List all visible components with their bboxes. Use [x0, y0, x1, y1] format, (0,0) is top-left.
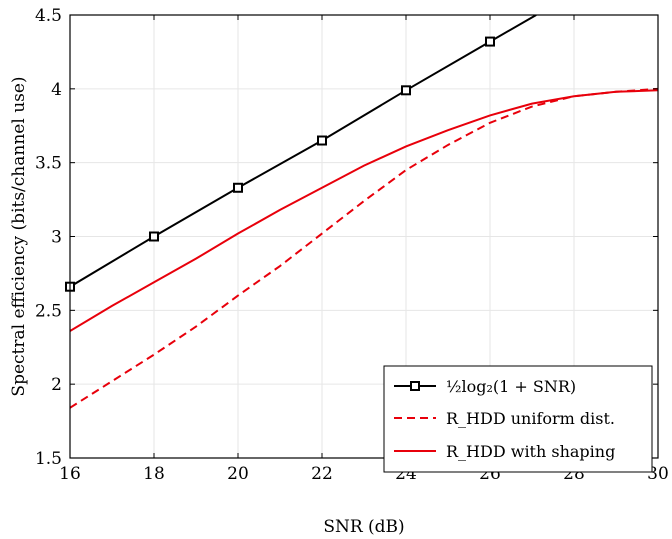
series-line-3 — [70, 89, 658, 332]
y-tick-label: 1.5 — [35, 449, 62, 469]
series-line-2 — [70, 87, 658, 409]
y-tick-label: 4 — [51, 80, 62, 100]
series-marker — [317, 135, 327, 146]
grid — [69, 14, 659, 459]
x-tick-label: 18 — [143, 464, 165, 484]
x-tick-label: 20 — [227, 464, 249, 484]
series-marker — [401, 85, 411, 96]
legend-box — [383, 365, 653, 473]
y-tick-label: 4.5 — [35, 6, 62, 26]
legend-marker — [410, 381, 420, 391]
series-line-1 — [70, 15, 537, 288]
legend-entry-r-hdd-uniform-dist: R_HDD uniform dist. — [446, 409, 615, 428]
y-tick-label: 2.5 — [35, 301, 62, 321]
x-tick-label: 16 — [59, 464, 81, 484]
series-marker — [233, 182, 243, 193]
legend-entry-log-1-snr: ½log₂(1 + SNR) — [446, 377, 576, 396]
y-tick-label: 3.5 — [35, 154, 62, 174]
y-tick-label: 3 — [51, 228, 62, 248]
x-axis-label: SNR (dB) — [323, 517, 404, 537]
series-layer — [65, 15, 658, 409]
legend: ½log₂(1 + SNR) R_HDD uniform dist. R_HDD w… — [383, 365, 653, 473]
series-marker — [149, 231, 159, 242]
x-tick-label: 30 — [647, 464, 669, 484]
y-tick-label: 2 — [51, 375, 62, 395]
x-tick-label: 22 — [311, 464, 333, 484]
y-axis-label: Spectral efficiency (bits/channel use) — [9, 76, 29, 396]
legend-entry-r-hdd-with-shaping: R_HDD with shaping — [446, 442, 615, 461]
series-marker — [485, 36, 495, 47]
